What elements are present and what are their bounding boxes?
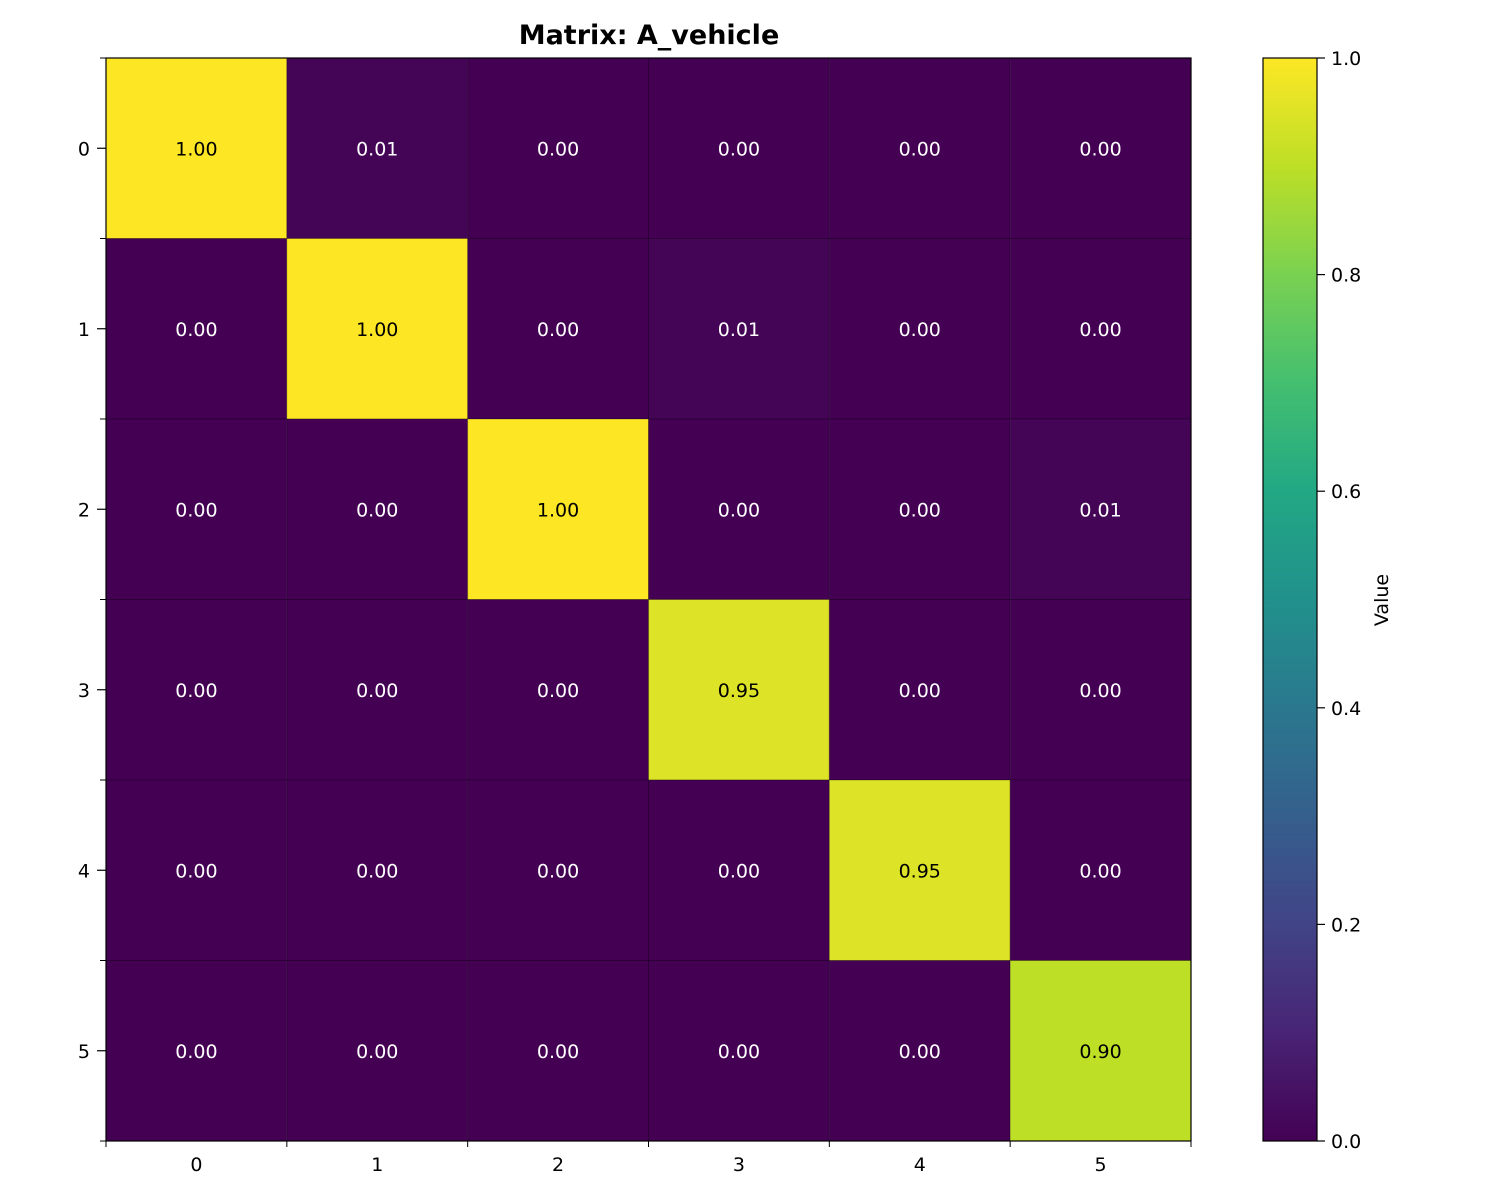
cell-value-label: 0.95	[718, 680, 760, 702]
x-tick-label: 0	[190, 1154, 202, 1176]
x-tick-label: 3	[733, 1154, 745, 1176]
cell-value-label: 0.95	[899, 860, 941, 882]
x-tick-label: 2	[552, 1154, 564, 1176]
heatmap-cell-r0-c4	[828, 57, 1011, 239]
cell-value-label: 0.00	[1079, 860, 1121, 882]
cell-value-label: 0.00	[899, 680, 941, 702]
heatmap-cell-r2-c1	[286, 418, 469, 600]
heatmap-cell-r4-c1	[286, 779, 469, 961]
colorbar-ticks: 0.0 0.2 0.4 0.6 0.8 1.0	[1317, 48, 1361, 1153]
cell-value-label: 0.00	[537, 319, 579, 341]
heatmap-cell-r3-c0	[105, 599, 288, 781]
y-axis: 0 1 2 3 4 5	[78, 57, 106, 1142]
colorbar-tick-label: 0.8	[1331, 265, 1361, 287]
heatmap-cell-r2-c4	[828, 418, 1011, 600]
cell-value-label: 1.00	[537, 499, 579, 521]
cell-value-label: 0.90	[1079, 1041, 1121, 1063]
plot-frame	[105, 57, 1192, 1142]
cell-value-label: 0.00	[899, 499, 941, 521]
heatmap-cell-r0-c1	[286, 57, 469, 239]
colorbar: 0.0 0.2 0.4 0.6 0.8 1.0 Value	[1262, 48, 1393, 1153]
heatmap-cell-r4-c2	[467, 779, 649, 961]
heatmap-cell-r0-c3	[648, 57, 830, 239]
heatmap-cell-r3-c3	[648, 599, 830, 781]
colorbar-gradient	[1262, 57, 1318, 1142]
cell-value-label: 0.00	[175, 860, 217, 882]
cell-value-label: 0.00	[1079, 138, 1121, 160]
chart-title: Matrix: A_vehicle	[519, 20, 780, 51]
cell-value-label: 0.00	[1079, 319, 1121, 341]
cell-value-label: 0.00	[899, 138, 941, 160]
heatmap-cell-r1-c1	[286, 238, 469, 420]
cell-value-label: 0.01	[718, 319, 760, 341]
cell-value-label: 0.00	[356, 1041, 398, 1063]
heatmap-cell-r0-c0	[105, 57, 288, 239]
heatmap-cell-r4-c0	[105, 779, 288, 961]
cell-value-label: 0.00	[175, 680, 217, 702]
cell-value-label: 0.00	[175, 499, 217, 521]
y-tick-label: 3	[78, 680, 90, 702]
colorbar-tick-label: 0.6	[1331, 481, 1361, 503]
cell-value-label: 0.00	[718, 860, 760, 882]
x-tick-label: 4	[914, 1154, 926, 1176]
cell-value-label: 0.00	[899, 1041, 941, 1063]
colorbar-tick-label: 1.0	[1331, 48, 1361, 70]
heatmap-cell-r3-c1	[286, 599, 469, 781]
x-tick-label: 5	[1095, 1154, 1107, 1176]
heatmap-cell-r5-c5	[1009, 960, 1192, 1142]
cell-value-label: 0.00	[718, 138, 760, 160]
heatmap-cell-r2-c3	[648, 418, 830, 600]
cell-value-label: 0.00	[537, 680, 579, 702]
cell-value-label: 0.00	[537, 138, 579, 160]
heatmap-cell-r4-c4	[828, 779, 1011, 961]
colorbar-tick-label: 0.2	[1331, 914, 1361, 936]
heatmap-cell-r1-c5	[1009, 238, 1192, 420]
cell-value-label: 0.00	[356, 499, 398, 521]
cell-value-label: 1.00	[356, 319, 398, 341]
heatmap-cell-r0-c5	[1009, 57, 1192, 239]
cell-value-label: 0.00	[899, 319, 941, 341]
heatmap-cells: 1.00 0.01 0.00 0.00 0.00 0.00 0.00 1.00 0.00 0.01…	[105, 57, 1192, 1142]
colorbar-tick-label: 0.4	[1331, 698, 1361, 720]
cell-value-label: 0.00	[175, 1041, 217, 1063]
colorbar-tick-label: 0.0	[1331, 1131, 1361, 1153]
y-tick-label: 4	[78, 860, 90, 882]
cell-value-label: 0.01	[356, 138, 398, 160]
cell-value-label: 0.00	[537, 1041, 579, 1063]
heatmap-cell-r3-c4	[828, 599, 1011, 781]
heatmap-cell-r5-c0	[105, 960, 288, 1142]
heatmap-cell-r5-c4	[828, 960, 1011, 1142]
cell-value-label: 0.00	[356, 860, 398, 882]
x-axis: 0 1 2 3 4 5	[105, 1141, 1192, 1176]
cell-value-label: 0.01	[1079, 499, 1121, 521]
cell-value-label: 0.00	[718, 1041, 760, 1063]
cell-value-label: 1.00	[175, 138, 217, 160]
heatmap-cell-r1-c3	[648, 238, 830, 420]
heatmap-cell-r2-c2	[467, 418, 649, 600]
heatmap-cell-r1-c4	[828, 238, 1011, 420]
x-tick-label: 1	[371, 1154, 383, 1176]
y-tick-label: 5	[78, 1041, 90, 1063]
heatmap-cell-r4-c3	[648, 779, 830, 961]
cell-value-label: 0.00	[1079, 680, 1121, 702]
y-tick-label: 2	[78, 499, 90, 521]
cell-value-label: 0.00	[537, 860, 579, 882]
cell-value-label: 0.00	[718, 499, 760, 521]
heatmap-cell-r2-c5	[1009, 418, 1192, 600]
y-tick-label: 0	[78, 138, 90, 160]
heatmap-cell-r5-c3	[648, 960, 830, 1142]
heatmap-cell-r3-c2	[467, 599, 649, 781]
y-tick-label: 1	[78, 319, 90, 341]
colorbar-label: Value	[1371, 574, 1393, 626]
cell-value-label: 0.00	[175, 319, 217, 341]
cell-value-label: 0.00	[356, 680, 398, 702]
heatmap-cell-r2-c0	[105, 418, 288, 600]
heatmap-cell-r1-c0	[105, 238, 288, 420]
